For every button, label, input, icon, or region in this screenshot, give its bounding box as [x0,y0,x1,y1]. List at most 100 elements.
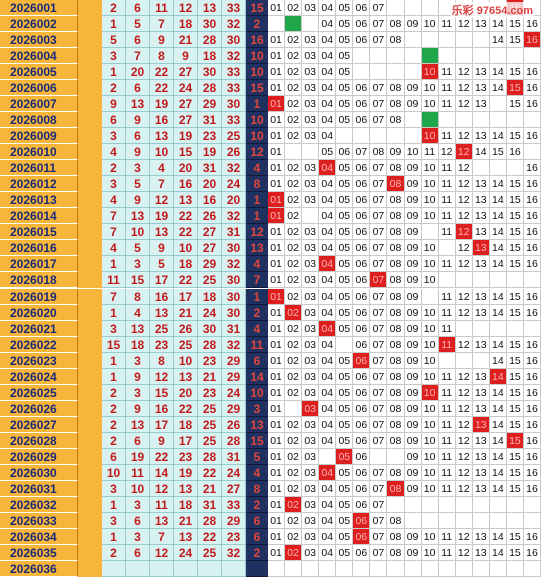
blue-distribution-cell: 14 [489,400,507,417]
blue-distribution-cell: 05 [336,192,354,209]
blue-distribution-cell: 10 [421,160,439,177]
blue-distribution-cell: 11 [438,16,456,33]
blue-distribution-cell [370,64,388,81]
red-ball-number: 19 [174,464,198,481]
red-ball-number: 31 [222,320,246,337]
red-ball-number: 21 [198,480,222,497]
blue-distribution-cell [387,0,405,17]
red-ball-number: 9 [150,240,174,257]
blue-distribution-cell: 05 [336,496,354,513]
blue-distribution-cell: 07 [370,432,388,449]
blue-ball-number: 4 [246,160,268,177]
red-ball-number: 15 [126,272,150,289]
blue-ball-number: 11 [246,336,268,353]
red-ball-number: 23 [198,384,222,401]
blue-distribution-cell: 01 [268,64,286,81]
issue-gap [78,464,102,481]
red-ball-number: 4 [126,304,150,321]
red-ball-number: 18 [174,496,198,513]
blue-distribution-cell [404,32,422,49]
blue-distribution-cell: 02 [285,528,303,545]
blue-distribution-cell: 15 [506,288,524,305]
blue-distribution-cell: 09 [404,432,422,449]
blue-hit-cell: 16 [523,32,541,49]
blue-distribution-cell: 14 [472,144,490,161]
blue-distribution-cell: 15 [506,176,524,193]
repeat-marker [421,48,439,65]
blue-distribution-cell: 01 [268,528,286,545]
red-ball-number: 7 [102,224,126,241]
blue-hit-cell: 01 [268,288,286,305]
blue-distribution-cell: 06 [353,0,371,17]
blue-distribution-cell: 09 [404,208,422,225]
red-ball-number: 13 [150,128,174,145]
blue-distribution-cell: 01 [268,448,286,465]
red-ball-number: 23 [150,336,174,353]
blue-distribution-cell: 08 [387,208,405,225]
blue-distribution-cell: 10 [421,448,439,465]
red-ball-number: 18 [174,16,198,33]
blue-distribution-cell [387,448,405,465]
blue-distribution-cell [506,272,524,289]
issue-number: 2026011 [0,160,78,177]
blue-distribution-cell: 02 [285,192,303,209]
blue-distribution-cell: 11 [438,320,456,337]
blue-distribution-cell [472,160,490,177]
issue-gap [78,432,102,449]
blue-distribution-cell [506,560,524,577]
red-ball-number: 4 [102,192,126,209]
issue-number: 2026002 [0,16,78,33]
blue-distribution-cell: 06 [353,96,371,113]
blue-distribution-cell [472,512,490,529]
red-ball-number: 3 [126,528,150,545]
red-ball-number: 1 [102,352,126,369]
red-ball-number: 9 [126,112,150,129]
blue-distribution-cell: 02 [285,448,303,465]
blue-distribution-cell: 02 [285,320,303,337]
blue-distribution-cell: 08 [387,464,405,481]
blue-distribution-cell: 06 [353,320,371,337]
issue-gap [78,288,102,305]
blue-distribution-cell [455,512,473,529]
red-ball-number: 12 [150,544,174,561]
blue-distribution-cell: 08 [387,96,405,113]
blue-distribution-cell: 14 [489,480,507,497]
red-ball-number: 25 [150,320,174,337]
blue-distribution-cell: 14 [489,128,507,145]
blue-distribution-cell [404,48,422,65]
blue-distribution-cell: 01 [268,464,286,481]
blue-distribution-cell [472,320,490,337]
blue-distribution-cell: 12 [455,544,473,561]
red-ball-number: 6 [126,80,150,97]
red-ball-number: 24 [222,176,246,193]
blue-distribution-cell [370,128,388,145]
blue-distribution-cell: 15 [506,416,524,433]
blue-distribution-cell: 14 [489,416,507,433]
issue-number: 2026022 [0,336,78,353]
red-ball-number: 27 [174,112,198,129]
blue-distribution-cell: 10 [421,256,439,273]
blue-distribution-cell [285,144,303,161]
red-ball-number: 19 [198,144,222,161]
blue-hit-cell: 04 [319,256,337,273]
blue-distribution-cell: 11 [438,368,456,385]
blue-ball-number: 10 [246,128,268,145]
blue-distribution-cell [421,32,439,49]
blue-distribution-cell: 06 [353,256,371,273]
red-ball-number: 9 [150,32,174,49]
red-ball-number: 28 [222,432,246,449]
red-ball-number: 29 [222,368,246,385]
red-ball-number: 31 [222,448,246,465]
blue-distribution-cell: 05 [336,64,354,81]
red-ball-number: 11 [126,464,150,481]
blue-distribution-cell: 09 [404,528,422,545]
blue-distribution-cell: 05 [336,512,354,529]
red-ball-number: 28 [198,448,222,465]
red-ball-number: 13 [150,512,174,529]
blue-distribution-cell: 13 [472,480,490,497]
blue-distribution-cell: 15 [506,464,524,481]
blue-distribution-cell: 11 [438,384,456,401]
blue-distribution-cell [268,16,286,33]
blue-distribution-cell [455,112,473,129]
blue-distribution-cell: 02 [285,32,303,49]
